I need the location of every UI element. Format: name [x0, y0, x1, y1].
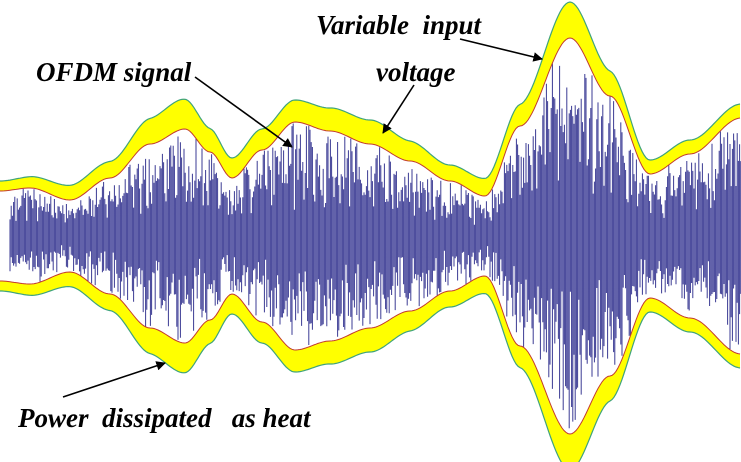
- ofdm-signal-arrow-icon: [194, 76, 293, 148]
- power-dissipated-label: Power dissipated as heat: [17, 403, 312, 433]
- ofdm-signal-waveform: [9, 63, 741, 429]
- outer-upper-envelope: [0, 1, 741, 187]
- power-dissipated-arrow-icon: [62, 361, 166, 398]
- voltage-arrow-icon: [382, 84, 415, 134]
- ofdm-signal-label: OFDM signal: [36, 57, 192, 87]
- variable-input-label: Variable input: [316, 10, 483, 40]
- inner-lower-envelope: [0, 271, 741, 435]
- variable-input-arrow-icon: [459, 38, 543, 62]
- voltage-label: voltage: [376, 57, 455, 87]
- outer-lower-envelope: [0, 285, 741, 462]
- inner-upper-envelope: [0, 37, 741, 201]
